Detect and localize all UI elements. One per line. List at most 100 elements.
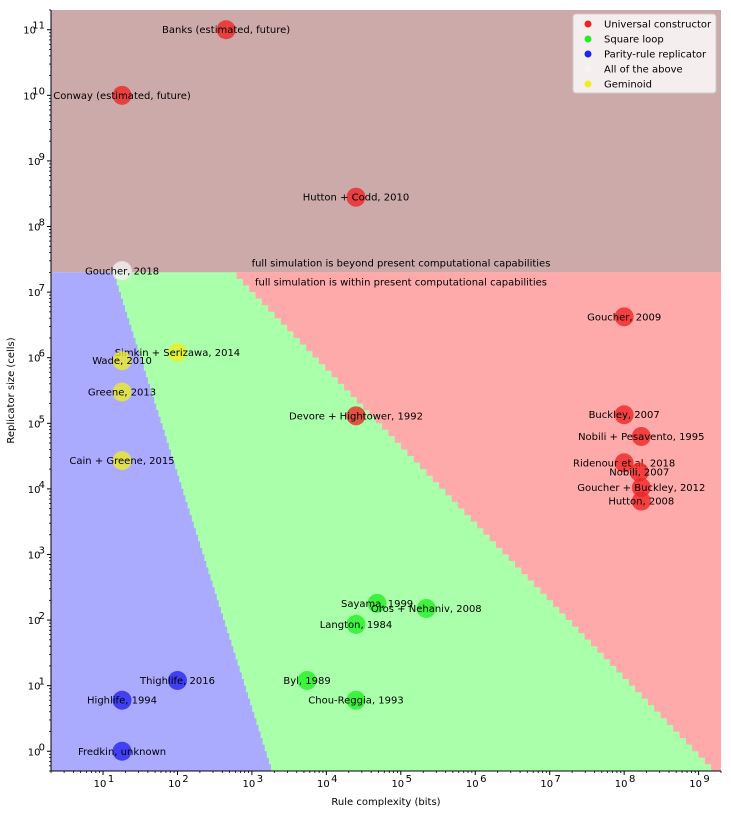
x-tick-exponent: 2 <box>182 774 188 785</box>
point-label: Goucher, 2009 <box>587 312 661 323</box>
point-marker-geminoid <box>167 343 187 363</box>
data-point: Devore + Hightower, 1992 <box>289 406 423 426</box>
data-point: Byl, 1989 <box>283 670 331 690</box>
point-label: Goucher + Buckley, 2012 <box>577 483 705 494</box>
x-tick-label: 10 <box>689 779 702 790</box>
point-marker-universal <box>631 426 651 446</box>
y-tick-label: 10 <box>28 223 41 234</box>
x-tick-label: 10 <box>391 779 404 790</box>
data-point: Hutton, 2008 <box>608 491 674 511</box>
point-label: Goucher, 2018 <box>85 266 159 277</box>
y-tick-exponent: 9 <box>39 152 45 163</box>
point-label: Fredkin, unknown <box>78 747 166 758</box>
y-tick-exponent: 8 <box>39 218 45 229</box>
y-tick-label: 10 <box>28 419 41 430</box>
point-label: Langton, 1984 <box>320 620 393 631</box>
point-marker-square <box>416 599 436 619</box>
data-point: Buckley, 2007 <box>589 405 660 425</box>
point-marker-all <box>112 260 133 281</box>
data-point: Langton, 1984 <box>320 614 393 634</box>
point-label: Banks (estimated, future) <box>162 25 290 36</box>
legend-entry: Square loop <box>584 35 664 46</box>
data-point: Ridenour et al, 2018 <box>573 453 675 473</box>
data-point: Greene, 2013 <box>88 382 156 402</box>
point-label: Cain + Greene, 2015 <box>69 456 174 467</box>
y-tick-exponent: 1 <box>39 677 45 688</box>
point-marker-universal <box>629 462 649 482</box>
legend-entry: Parity-rule replicator <box>584 50 707 61</box>
point-label: Wade, 2010 <box>92 356 152 367</box>
y-tick-label: 10 <box>28 485 41 496</box>
y-tick-label: 10 <box>28 682 41 693</box>
legend-label: Universal constructor <box>604 20 712 31</box>
x-tick-label: 10 <box>94 779 107 790</box>
y-tick-exponent: 5 <box>39 414 45 425</box>
point-marker-universal <box>346 187 366 207</box>
legend-entry: All of the above <box>584 65 683 76</box>
legend: Universal constructor Square loop Parity-r… <box>572 13 717 94</box>
x-tick-label: 10 <box>317 779 330 790</box>
point-label: Hutton + Codd, 2010 <box>303 193 410 204</box>
data-point: Thighlife, 2016 <box>139 670 215 690</box>
data-point: Oros + Nehaniv, 2008 <box>371 599 482 619</box>
data-points: Banks (estimated, future) Conway (estimat… <box>53 20 705 761</box>
y-tick-label: 10 <box>23 91 36 102</box>
x-tick-exponent: 4 <box>331 774 337 785</box>
y-axis-title: Replicator size (cells) <box>6 337 17 443</box>
y-tick-label: 10 <box>28 288 41 299</box>
x-tick-exponent: 1 <box>108 774 114 785</box>
point-marker-parity <box>112 741 132 761</box>
point-label: Highlife, 1994 <box>87 696 157 707</box>
legend-marker-parity <box>584 50 592 58</box>
data-point: Banks (estimated, future) <box>162 20 290 40</box>
point-marker-geminoid <box>112 451 132 471</box>
point-marker-parity <box>167 670 187 690</box>
legend-marker-universal <box>584 20 592 28</box>
point-label: Thighlife, 2016 <box>139 676 215 687</box>
point-marker-universal <box>112 85 132 105</box>
y-tick-exponent: 6 <box>39 349 45 360</box>
legend-marker-all <box>584 65 592 73</box>
data-point: Wade, 2010 <box>92 351 152 371</box>
annotation-beyond: full simulation is beyond present comput… <box>252 258 551 269</box>
point-label: Simkin + Serizawa, 2014 <box>115 348 240 359</box>
legend-entry: Universal constructor <box>584 20 712 31</box>
data-point: Nobili, 2007 <box>609 462 669 482</box>
y-tick-label: 10 <box>28 747 41 758</box>
point-label: Chou-Reggia, 1993 <box>308 696 403 707</box>
y-tick-label: 10 <box>28 550 41 561</box>
point-label: Ridenour et al, 2018 <box>573 458 675 469</box>
x-tick-exponent: 5 <box>406 774 412 785</box>
point-marker-geminoid <box>112 382 132 402</box>
x-tick-exponent: 3 <box>257 774 263 785</box>
point-marker-universal <box>216 20 236 40</box>
data-point: Fredkin, unknown <box>78 741 166 761</box>
y-tick-exponent: 11 <box>32 21 45 32</box>
point-marker-square <box>346 690 366 710</box>
legend-entry: Geminoid <box>584 80 652 91</box>
point-marker-geminoid <box>112 351 132 371</box>
x-tick-exponent: 7 <box>555 774 561 785</box>
y-tick-label: 10 <box>23 26 36 37</box>
y-tick-label: 10 <box>28 157 41 168</box>
point-label: Nobili + Pesavento, 1995 <box>578 432 704 443</box>
point-label: Devore + Hightower, 1992 <box>289 411 423 422</box>
legend-marker-geminoid <box>584 80 592 88</box>
annotations: full simulation is beyond present comput… <box>252 258 551 288</box>
x-tick-exponent: 8 <box>629 774 635 785</box>
x-tick-label: 10 <box>168 779 181 790</box>
data-point: Goucher, 2018 <box>85 260 159 281</box>
x-tick-label: 10 <box>615 779 628 790</box>
point-marker-universal <box>614 453 634 473</box>
point-label: Greene, 2013 <box>88 388 156 399</box>
y-tick-exponent: 10 <box>32 86 45 97</box>
point-label: Hutton, 2008 <box>608 497 674 508</box>
point-marker-universal <box>614 405 634 425</box>
y-tick-label: 10 <box>28 354 41 365</box>
point-marker-universal <box>614 307 634 327</box>
point-label: Sayama, 1999 <box>341 599 413 610</box>
y-tick-exponent: 7 <box>39 283 45 294</box>
x-tick-exponent: 9 <box>703 774 709 785</box>
legend-box <box>572 13 717 94</box>
